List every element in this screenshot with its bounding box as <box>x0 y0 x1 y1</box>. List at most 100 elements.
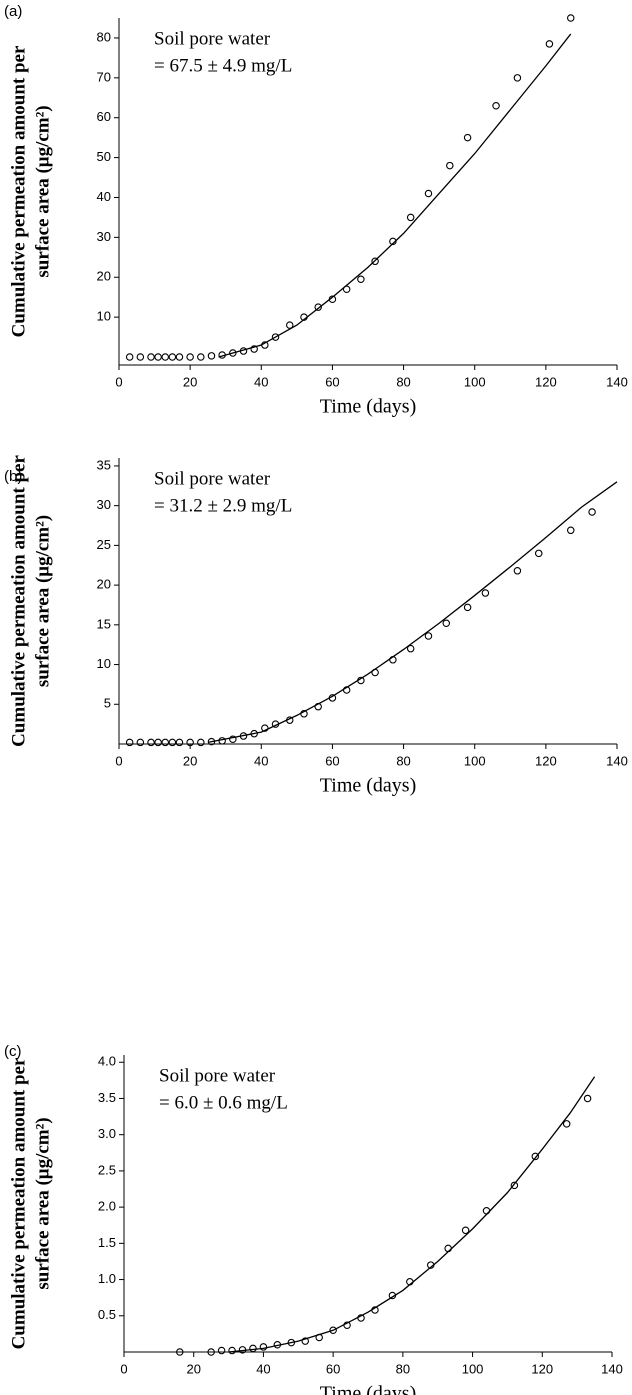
y-tick-label: 0.5 <box>98 1307 116 1322</box>
y-tick-label: 2.5 <box>98 1162 116 1177</box>
y-axis-label: surface area (μg/cm²) <box>32 105 53 277</box>
y-tick-label: 10 <box>97 656 111 671</box>
x-tick-label: 20 <box>183 753 197 768</box>
x-tick-label: 140 <box>606 753 628 768</box>
data-point <box>125 353 134 361</box>
data-point <box>186 353 194 361</box>
data-point <box>229 349 237 357</box>
panel-label: (c) <box>4 1043 22 1060</box>
y-tick-label: 40 <box>97 189 111 204</box>
data-point <box>545 40 554 48</box>
data-point <box>513 567 522 575</box>
data-point <box>168 738 177 747</box>
x-tick-label: 80 <box>396 1361 410 1376</box>
data-point <box>329 1326 337 1335</box>
y-tick-label: 70 <box>97 69 111 84</box>
x-axis-label: Time (days) <box>320 775 416 797</box>
data-point <box>207 352 216 360</box>
data-point <box>446 161 454 170</box>
x-tick-label: 120 <box>535 753 557 768</box>
data-point <box>287 1338 296 1347</box>
data-point <box>562 1120 571 1128</box>
x-tick-label: 0 <box>120 1361 127 1376</box>
data-point <box>217 1346 226 1355</box>
x-tick-label: 20 <box>183 374 197 389</box>
data-point <box>406 644 415 653</box>
data-point <box>197 353 205 361</box>
data-point <box>154 353 162 361</box>
y-tick-label: 4.0 <box>98 1054 116 1069</box>
y-tick-label: 15 <box>97 616 111 631</box>
data-point <box>161 738 169 747</box>
data-point <box>406 213 415 222</box>
annotation: = 6.0 ± 0.6 mg/L <box>159 1092 288 1113</box>
x-tick-label: 80 <box>396 753 410 768</box>
y-tick-label: 10 <box>97 309 111 324</box>
data-point <box>161 353 169 361</box>
data-point <box>168 353 177 361</box>
y-tick-label: 3.5 <box>98 1090 116 1105</box>
data-point <box>261 724 269 732</box>
y-axis-label: surface area (μg/cm²) <box>32 515 53 687</box>
annotation: Soil pore water <box>154 28 271 49</box>
data-point <box>229 735 237 743</box>
y-tick-label: 30 <box>97 229 111 244</box>
x-tick-label: 80 <box>396 374 410 389</box>
data-point <box>271 333 280 341</box>
data-point <box>442 619 451 627</box>
data-point <box>424 632 433 640</box>
y-tick-label: 80 <box>97 29 111 44</box>
y-tick-label: 50 <box>97 149 111 164</box>
data-point <box>481 589 490 597</box>
data-point <box>531 1152 540 1161</box>
x-tick-label: 140 <box>606 374 628 389</box>
data-point <box>259 1343 268 1351</box>
y-tick-label: 20 <box>97 577 111 592</box>
data-point <box>357 275 365 283</box>
data-point <box>461 1226 470 1235</box>
data-point <box>567 14 575 22</box>
x-tick-label: 100 <box>464 374 486 389</box>
x-tick-label: 0 <box>115 374 122 389</box>
y-tick-label: 2.0 <box>98 1199 116 1214</box>
data-point <box>534 549 543 558</box>
data-point <box>228 1346 236 1355</box>
y-tick-label: 35 <box>97 457 111 472</box>
x-tick-label: 60 <box>326 1361 340 1376</box>
x-tick-label: 40 <box>256 1361 270 1376</box>
x-tick-label: 40 <box>254 753 268 768</box>
data-point <box>482 1206 491 1215</box>
data-point <box>583 1094 592 1103</box>
y-tick-label: 25 <box>97 537 111 552</box>
data-point <box>125 738 134 747</box>
x-tick-label: 120 <box>535 374 557 389</box>
data-point <box>588 508 596 516</box>
x-tick-label: 0 <box>115 753 122 768</box>
data-point <box>176 1348 184 1356</box>
data-point <box>175 738 184 747</box>
annotation: = 31.2 ± 2.9 mg/L <box>154 495 292 516</box>
x-tick-label: 120 <box>531 1361 553 1376</box>
x-tick-label: 60 <box>325 374 339 389</box>
data-point <box>492 101 500 110</box>
y-tick-label: 5 <box>104 696 111 711</box>
data-point <box>154 738 162 747</box>
x-axis-label: Time (days) <box>320 1383 416 1395</box>
data-point <box>186 738 194 747</box>
x-tick-label: 100 <box>462 1361 484 1376</box>
y-axis-label: surface area (μg/cm²) <box>32 1117 53 1289</box>
y-axis-label: Cumulative permeation amount per <box>8 455 29 747</box>
data-point <box>207 1348 215 1356</box>
data-point <box>567 526 575 535</box>
data-point <box>510 1181 519 1190</box>
x-tick-label: 100 <box>464 753 486 768</box>
x-axis-label: Time (days) <box>320 396 416 418</box>
y-tick-label: 1.5 <box>98 1235 116 1250</box>
data-point <box>463 133 472 142</box>
fit-line <box>228 1076 596 1353</box>
data-point <box>136 353 145 361</box>
data-point <box>301 1337 310 1345</box>
data-point <box>249 1344 257 1353</box>
annotation: = 67.5 ± 4.9 mg/L <box>154 55 292 76</box>
